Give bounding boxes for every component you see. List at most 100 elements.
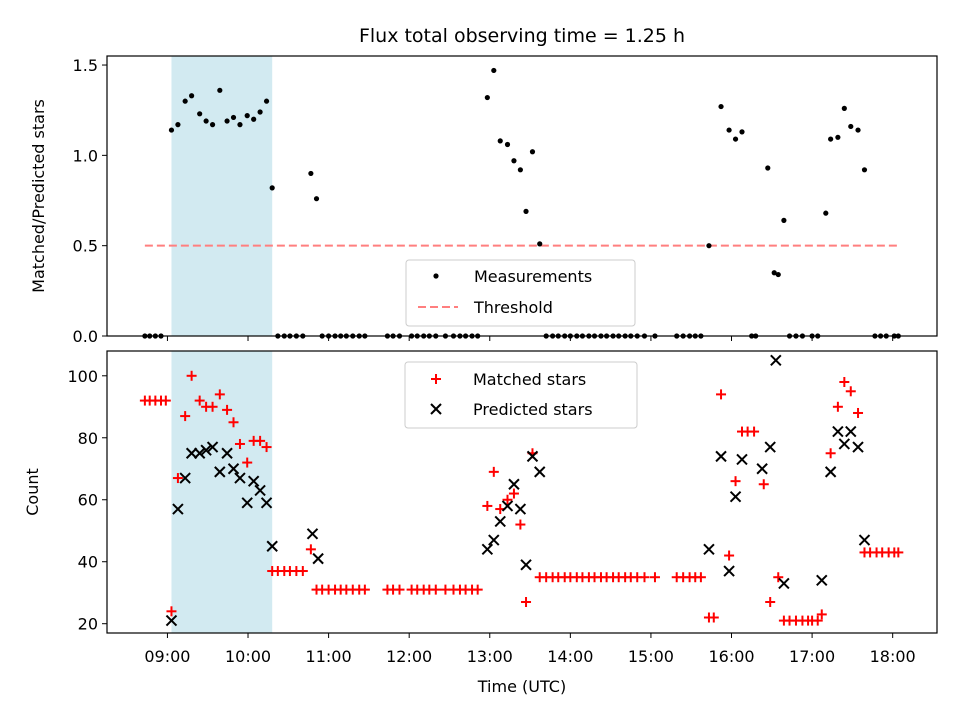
measurement-point: [781, 217, 787, 223]
bottom-xlabel: Time (UTC): [477, 677, 566, 696]
matched-star-point: [853, 407, 864, 418]
predicted-star-point: [520, 559, 532, 571]
measurement-point: [718, 103, 724, 110]
predicted-star-point: [838, 438, 851, 450]
predicted-star-point: [770, 354, 782, 367]
bottom-legend: Matched stars Predicted stars: [404, 361, 638, 429]
measurement-point: [197, 111, 203, 117]
matched-star-point: [394, 584, 405, 595]
predicted-star-point: [703, 543, 715, 556]
top-ylabel: Matched/Predicted stars: [29, 99, 48, 293]
top-ytick-label: 1.0: [73, 146, 98, 165]
matched-star-point: [695, 572, 706, 583]
predicted-star-point: [260, 497, 273, 509]
measurement-point: [771, 270, 777, 276]
predicted-star-point: [832, 425, 844, 438]
measurement-point: [209, 122, 216, 128]
matched-star-point: [472, 584, 483, 595]
top-y-ticks: 0.0 0.5 1.0 1.5: [73, 56, 107, 346]
legend-matched-marker: [431, 374, 441, 384]
measurement-point: [224, 118, 230, 124]
measurement-point: [269, 185, 275, 191]
matched-star-point: [261, 442, 272, 453]
bottom-predicted-points: [165, 354, 871, 627]
predicted-star-point: [494, 515, 506, 528]
predicted-star-point: [824, 466, 837, 478]
predicted-star-point: [234, 472, 246, 484]
bottom-xtick-label: 18:00: [870, 647, 916, 666]
measurement-point: [308, 170, 314, 177]
predicted-star-point: [312, 552, 324, 565]
bottom-ytick-label: 60: [78, 491, 98, 510]
legend-measurements-marker: [433, 273, 439, 279]
predicted-star-point: [778, 577, 790, 590]
bottom-xtick-label: 16:00: [708, 647, 754, 666]
predicted-star-point: [501, 500, 514, 512]
bottom-ytick-label: 40: [78, 553, 98, 572]
matched-star-point: [255, 435, 266, 446]
matched-star-point: [207, 401, 218, 412]
predicted-star-point: [756, 463, 768, 475]
predicted-star-point: [306, 528, 319, 540]
bottom-xtick-label: 17:00: [789, 647, 835, 666]
matched-star-point: [716, 389, 727, 400]
measurement-point: [189, 93, 195, 99]
bottom-ylabel: Count: [23, 468, 42, 516]
top-highlight-span: [171, 56, 273, 336]
legend-threshold-label: Threshold: [473, 298, 553, 317]
measurement-point: [237, 122, 243, 128]
measurement-point: [230, 114, 237, 121]
measurement-point: [726, 127, 732, 133]
matched-star-point: [186, 370, 197, 381]
matched-star-point: [765, 597, 776, 608]
legend-predicted-marker: [430, 403, 442, 415]
predicted-star-point: [534, 466, 546, 478]
top-ytick-label: 1.5: [73, 56, 98, 75]
measurement-point: [168, 127, 175, 133]
measurement-point: [775, 271, 781, 278]
predicted-star-point: [858, 534, 871, 546]
bottom-ytick-label: 80: [78, 429, 98, 448]
measurement-point: [484, 94, 490, 101]
matched-star-point: [825, 448, 836, 459]
top-panel: 0.0 0.5 1.0 1.5 Matched/Predicted stars Mea…: [29, 55, 938, 346]
matched-star-point: [359, 584, 370, 595]
predicted-star-point: [526, 450, 539, 463]
bottom-xtick-label: 13:00: [467, 647, 513, 666]
top-axes-frame: [106, 55, 938, 337]
bottom-xtick-label: 11:00: [306, 647, 352, 666]
measurement-point: [848, 123, 854, 130]
measurement-point: [491, 67, 497, 74]
figure-title: Flux total observing time = 1.25 h: [359, 25, 685, 47]
matched-star-point: [508, 488, 519, 499]
matched-star-point: [730, 476, 741, 487]
matched-star-point: [430, 584, 441, 595]
top-legend-box: [405, 259, 636, 327]
predicted-star-point: [227, 463, 240, 475]
matched-star-point: [160, 395, 171, 406]
measurement-point: [257, 109, 263, 115]
measurement-point: [739, 129, 745, 135]
matched-star-point: [812, 615, 823, 626]
matched-star-point: [649, 572, 660, 583]
measurement-point: [835, 134, 841, 140]
predicted-star-point: [266, 540, 278, 552]
matched-star-point: [194, 395, 205, 406]
measurement-point: [251, 116, 257, 122]
measurement-point: [823, 210, 829, 216]
predicted-star-point: [736, 453, 748, 466]
predicted-star-point: [729, 490, 742, 503]
measurement-point: [523, 208, 529, 214]
measurement-point: [855, 127, 861, 133]
predicted-star-point: [845, 425, 857, 438]
top-ytick-label: 0.5: [73, 237, 98, 256]
top-legend: Measurements Threshold: [405, 259, 636, 327]
matched-star-point: [297, 566, 308, 577]
measurement-point: [244, 113, 250, 119]
top-x-ticks: [166, 336, 894, 341]
bottom-legend-box: [404, 361, 638, 429]
matched-star-point: [515, 519, 526, 530]
matched-star-point: [228, 417, 239, 428]
